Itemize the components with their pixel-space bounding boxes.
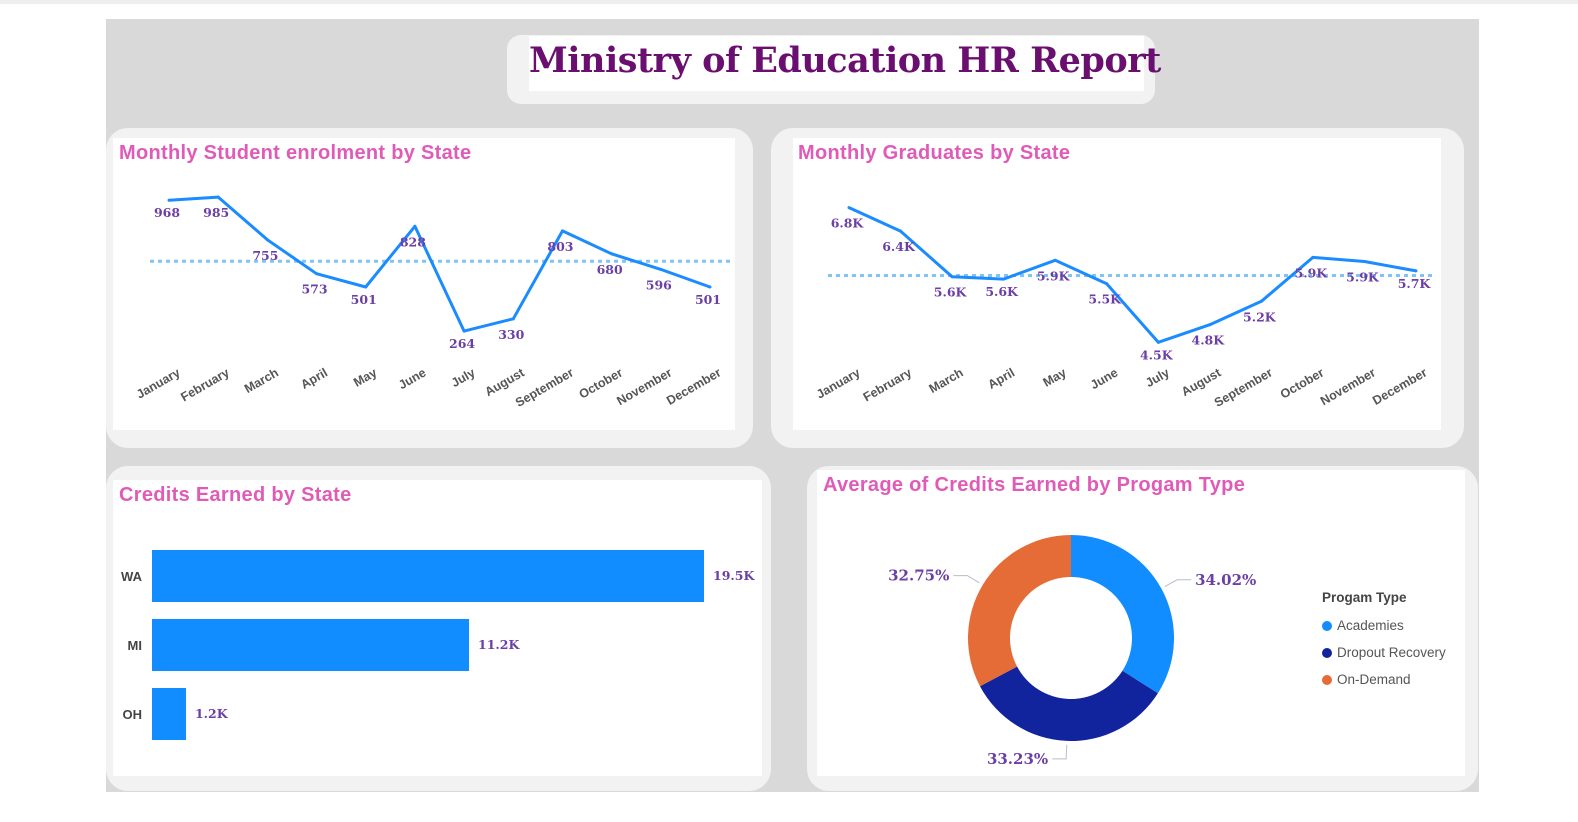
credits-bar bbox=[152, 619, 470, 671]
graduates-data-label: 5.6K bbox=[985, 284, 1019, 299]
graduates-chart-title: Monthly Graduates by State bbox=[798, 142, 1071, 164]
graduates-point bbox=[1002, 277, 1006, 281]
enrolment-data-label: 264 bbox=[449, 336, 475, 351]
graduates-data-label: 4.8K bbox=[1192, 333, 1226, 348]
enrolment-point bbox=[708, 285, 712, 289]
enrolment-point bbox=[216, 195, 220, 199]
graduates-point bbox=[1105, 282, 1109, 286]
enrolment-data-label: 755 bbox=[252, 248, 278, 263]
enrolment-point bbox=[511, 317, 515, 321]
report-title-box bbox=[529, 36, 1144, 91]
graduates-data-label: 5.6K bbox=[934, 285, 968, 300]
enrolment-point bbox=[560, 229, 564, 233]
graduates-data-label: 5.9K bbox=[1346, 269, 1380, 284]
credits-bar bbox=[152, 550, 704, 602]
graduates-point bbox=[1156, 340, 1160, 344]
graduates-data-label: 6.4K bbox=[882, 239, 916, 254]
enrolment-data-label: 803 bbox=[547, 239, 573, 254]
enrolment-point bbox=[413, 224, 417, 228]
enrolment-point bbox=[610, 252, 614, 256]
donut-slice-on-demand bbox=[967, 535, 1071, 687]
enrolment-data-label: 828 bbox=[400, 234, 426, 249]
donut-slice-dropout-recovery bbox=[979, 666, 1158, 741]
credits-data-label: 11.2K bbox=[478, 637, 520, 652]
graduates-point bbox=[899, 229, 903, 233]
graduates-point bbox=[847, 206, 851, 210]
legend-dot-academies bbox=[1322, 620, 1332, 631]
enrolment-data-label: 573 bbox=[301, 282, 327, 297]
legend-label-academies: Academies bbox=[1337, 618, 1404, 633]
donut-data-label: 33.23% bbox=[987, 750, 1048, 768]
graduates-data-label: 4.5K bbox=[1140, 347, 1174, 362]
credits-data-label: 1.2K bbox=[195, 706, 229, 721]
enrolment-chart-title: Monthly Student enrolment by State bbox=[119, 142, 472, 164]
credits-bar bbox=[152, 688, 186, 740]
program-chart-title: Average of Credits Earned by Progam Type bbox=[823, 474, 1246, 496]
enrolment-point bbox=[462, 329, 466, 333]
enrolment-point bbox=[265, 238, 269, 242]
legend-item-dropout-recovery[interactable]: Dropout Recovery bbox=[1322, 639, 1446, 666]
graduates-chart-area bbox=[793, 138, 1441, 430]
enrolment-point bbox=[315, 272, 319, 276]
graduates-data-label: 5.7K bbox=[1398, 276, 1432, 291]
credits-category-label: OH bbox=[123, 707, 143, 722]
donut-leader-line bbox=[1052, 744, 1068, 760]
graduates-point bbox=[1259, 299, 1263, 303]
enrolment-data-label: 968 bbox=[154, 205, 180, 220]
enrolment-chart-area bbox=[113, 138, 735, 430]
credits-category-label: WA bbox=[121, 569, 143, 584]
enrolment-series-line bbox=[168, 195, 711, 333]
graduates-data-label: 5.2K bbox=[1243, 309, 1277, 324]
enrolment-data-label: 680 bbox=[597, 262, 623, 277]
top-divider bbox=[0, 0, 1578, 4]
enrolment-point bbox=[167, 198, 171, 202]
graduates-point bbox=[1053, 258, 1057, 262]
graduates-series-line bbox=[848, 206, 1417, 344]
graduates-point bbox=[1311, 255, 1315, 259]
credits-chart-title: Credits Earned by State bbox=[119, 484, 352, 506]
legend-item-on-demand[interactable]: On-Demand bbox=[1322, 666, 1446, 693]
credits-category-label: MI bbox=[128, 638, 142, 653]
graduates-point bbox=[1208, 323, 1212, 327]
graduates-point bbox=[1414, 269, 1418, 273]
donut-data-label: 32.75% bbox=[888, 567, 949, 585]
program-legend: Progam Type Academies Dropout Recovery O… bbox=[1322, 590, 1446, 693]
donut-data-label: 34.02% bbox=[1195, 571, 1256, 589]
legend-item-academies[interactable]: Academies bbox=[1322, 612, 1446, 639]
legend-dot-on-demand bbox=[1322, 674, 1332, 685]
donut-slice-academies bbox=[1071, 535, 1175, 694]
legend-label-dropout-recovery: Dropout Recovery bbox=[1337, 645, 1446, 660]
enrolment-data-label: 330 bbox=[498, 327, 524, 342]
donut-leader-line bbox=[953, 575, 980, 584]
graduates-data-label: 5.9K bbox=[1295, 265, 1329, 280]
enrolment-data-label: 501 bbox=[695, 292, 721, 307]
graduates-data-label: 5.9K bbox=[1037, 268, 1071, 283]
enrolment-data-label: 596 bbox=[646, 277, 672, 292]
graduates-point bbox=[1362, 259, 1366, 263]
enrolment-point bbox=[659, 267, 663, 271]
enrolment-point bbox=[364, 285, 368, 289]
legend-dot-dropout-recovery bbox=[1322, 647, 1332, 658]
donut-leader-line bbox=[1164, 579, 1192, 587]
enrolment-data-label: 985 bbox=[203, 205, 229, 220]
legend-label-on-demand: On-Demand bbox=[1337, 672, 1411, 687]
graduates-data-label: 5.5K bbox=[1088, 292, 1122, 307]
enrolment-data-label: 501 bbox=[351, 292, 377, 307]
graduates-point bbox=[950, 275, 954, 279]
graduates-data-label: 6.8K bbox=[831, 216, 865, 231]
legend-title: Progam Type bbox=[1322, 590, 1407, 605]
credits-data-label: 19.5K bbox=[713, 568, 755, 583]
report-title: Ministry of Education HR Report bbox=[529, 40, 1161, 81]
